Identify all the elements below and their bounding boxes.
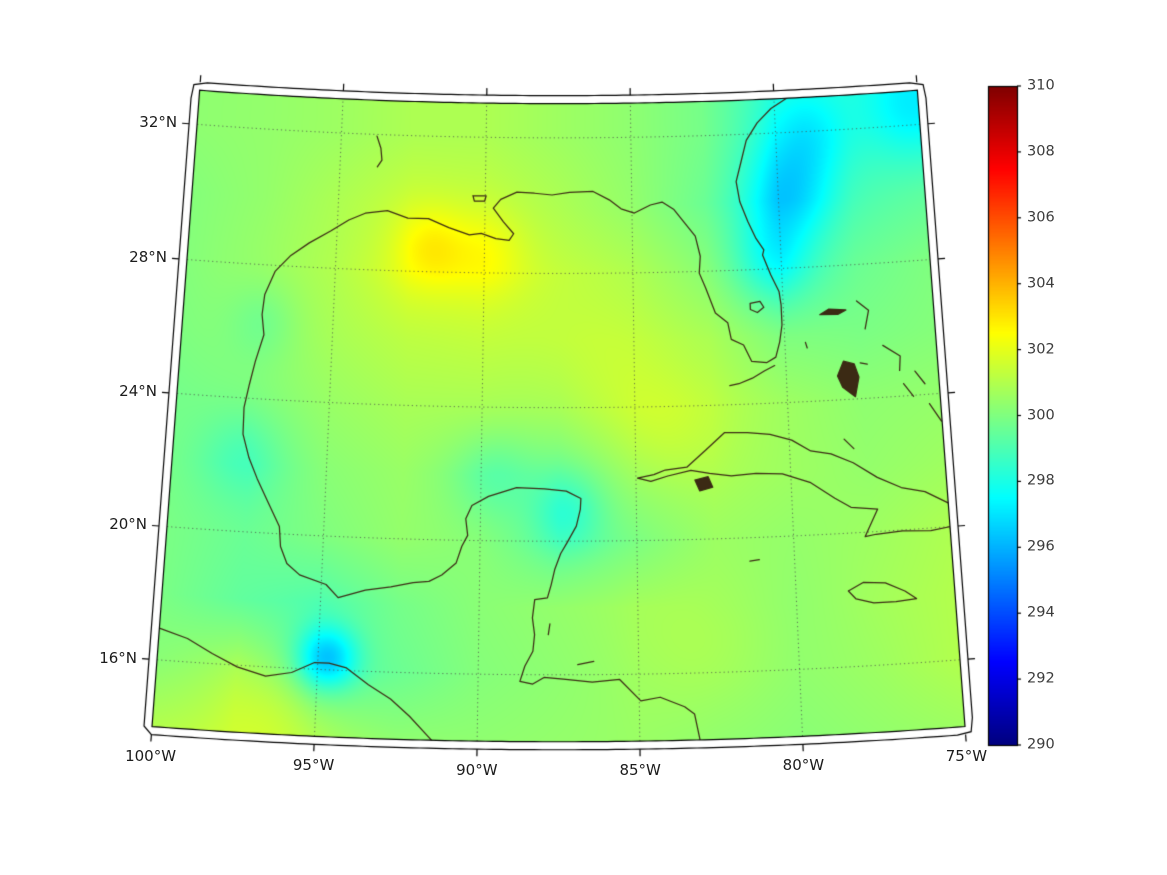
temperature-map-figure: 100°W 95°W 90°W 85°W 80°W 75°W 32°N 28°N 24°N 20°… [0,0,1167,875]
map-plot-canvas [0,0,1167,875]
